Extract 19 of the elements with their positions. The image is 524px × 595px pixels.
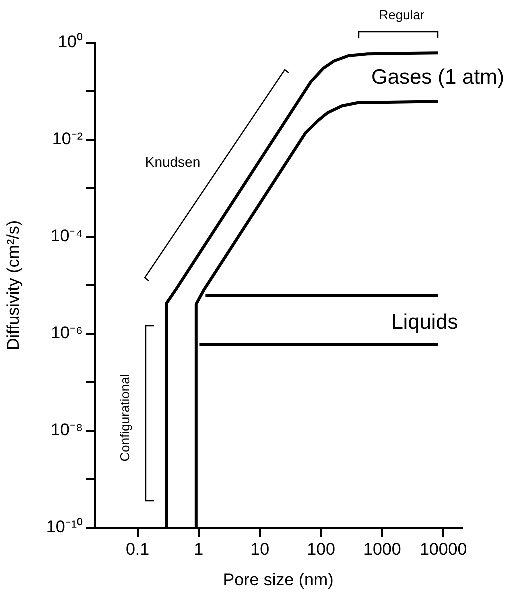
y-tick-label: 10⁰: [58, 32, 83, 52]
annotation: Knudsen: [145, 154, 201, 170]
y-tick-label: 10⁻⁶: [51, 324, 83, 343]
x-tick-label: 10: [250, 540, 270, 559]
x-tick-label: 100: [307, 540, 336, 559]
x-tick-label: 10000: [420, 540, 468, 559]
x-axis-title: Pore size (nm): [223, 570, 334, 590]
y-axis-title: Diffusivity (cm²/s): [4, 220, 23, 351]
text: Regular: [379, 8, 426, 23]
annotation: Configurational: [118, 374, 133, 462]
x-tick-label: 1: [194, 540, 204, 559]
y-tick-label: 10⁻²: [52, 130, 84, 149]
x-tick-label: 0.1: [126, 540, 150, 559]
y-tick-label: 10⁻⁸: [50, 420, 83, 440]
y-tick-label: 10⁻⁴: [50, 226, 83, 246]
x-tick-label: 1000: [364, 540, 402, 559]
annotation: Liquids: [392, 310, 458, 334]
annotation: Gases (1 atm): [371, 66, 505, 89]
y-tick-label: 10⁻¹⁰: [46, 518, 83, 537]
